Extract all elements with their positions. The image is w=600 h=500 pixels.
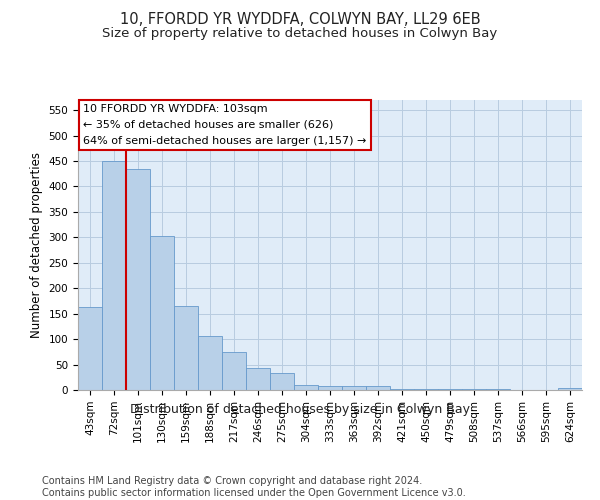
Bar [246,368,270,390]
Bar [390,389,414,390]
Y-axis label: Number of detached properties: Number of detached properties [30,152,43,338]
Bar [78,307,102,390]
Bar [318,386,342,390]
Text: Distribution of detached houses by size in Colwyn Bay: Distribution of detached houses by size … [130,402,470,415]
Bar [366,386,390,390]
Bar [270,373,294,390]
Text: 10, FFORDD YR WYDDFA, COLWYN BAY, LL29 6EB: 10, FFORDD YR WYDDFA, COLWYN BAY, LL29 6… [119,12,481,28]
Bar [222,352,246,390]
Bar [414,389,438,390]
Bar [294,385,318,390]
Bar [126,168,150,390]
Text: Contains HM Land Registry data © Crown copyright and database right 2024.
Contai: Contains HM Land Registry data © Crown c… [42,476,466,498]
Bar [342,386,366,390]
Text: Size of property relative to detached houses in Colwyn Bay: Size of property relative to detached ho… [103,28,497,40]
Bar [150,236,174,390]
Bar [102,161,126,390]
Bar [558,388,582,390]
Text: 10 FFORDD YR WYDDFA: 103sqm
← 35% of detached houses are smaller (626)
64% of se: 10 FFORDD YR WYDDFA: 103sqm ← 35% of det… [83,104,367,146]
Bar [174,306,198,390]
Bar [198,336,222,390]
